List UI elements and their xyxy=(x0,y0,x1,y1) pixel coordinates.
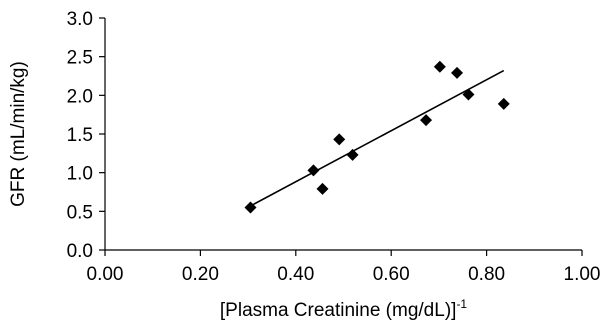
x-tick-label: 0.60 xyxy=(373,264,410,285)
data-point xyxy=(333,133,346,146)
y-tick-label: 1.5 xyxy=(67,125,93,146)
y-tick-label: 1.0 xyxy=(67,164,93,185)
data-point xyxy=(307,164,320,177)
x-axis-label-text: [Plasma Creatinine (mg/dL)] xyxy=(220,300,457,321)
y-tick-label: 0.0 xyxy=(67,241,93,262)
x-tick-label: 1.00 xyxy=(564,264,601,285)
x-axis-label: [Plasma Creatinine (mg/dL)]-1 xyxy=(220,297,468,321)
y-tick-label: 0.5 xyxy=(67,202,93,223)
y-ticks: 0.0 0.5 1.0 1.5 2.0 2.5 3.0 xyxy=(67,9,105,262)
axes xyxy=(104,18,582,251)
data-point xyxy=(244,201,257,214)
x-ticks: 0.00 0.20 0.40 0.60 0.80 1.00 xyxy=(87,250,601,285)
data-point xyxy=(462,88,475,101)
x-tick-label: 0.40 xyxy=(277,264,314,285)
y-tick-label: 2.0 xyxy=(67,86,93,107)
x-tick-label: 0.00 xyxy=(87,264,124,285)
data-point xyxy=(346,148,359,161)
x-tick-label: 0.20 xyxy=(182,264,219,285)
x-axis-label-superscript: -1 xyxy=(456,297,467,311)
data-points xyxy=(244,60,510,214)
data-point xyxy=(433,60,446,73)
x-tick-label: 0.80 xyxy=(468,264,505,285)
y-tick-label: 3.0 xyxy=(67,9,93,30)
data-point xyxy=(451,66,464,79)
data-point xyxy=(420,114,433,127)
y-axis-label: GFR (mL/min/kg) xyxy=(8,61,29,207)
data-point xyxy=(497,97,510,110)
y-tick-label: 2.5 xyxy=(67,48,93,69)
trend-line xyxy=(250,69,505,207)
data-point xyxy=(316,182,329,195)
